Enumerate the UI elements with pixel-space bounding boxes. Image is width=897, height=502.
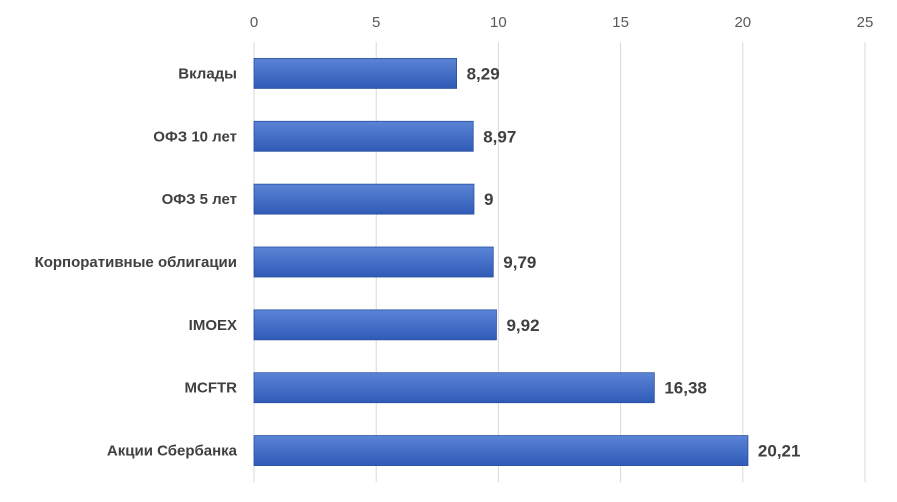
data-label: 9,79 bbox=[503, 253, 536, 272]
x-tick-label: 5 bbox=[372, 14, 380, 31]
bar bbox=[253, 435, 749, 466]
x-tick-label: 15 bbox=[612, 14, 629, 31]
bar bbox=[253, 120, 474, 152]
category-label: Вклады bbox=[178, 65, 237, 82]
data-label: 20,21 bbox=[758, 442, 801, 461]
data-label: 9 bbox=[484, 190, 493, 209]
category-label: MCFTR bbox=[185, 380, 238, 397]
category-label: ОФЗ 5 лет bbox=[162, 191, 237, 208]
data-label: 8,29 bbox=[467, 64, 500, 83]
bar bbox=[253, 372, 655, 404]
category-label: Акции Сбербанка bbox=[107, 443, 238, 460]
category-labels: Вклады ОФЗ 10 лет ОФЗ 5 лет Корпоративные о… bbox=[35, 65, 238, 459]
bar bbox=[253, 309, 497, 341]
x-tick-label: 10 bbox=[490, 14, 507, 31]
category-label: Корпоративные облигации bbox=[35, 254, 237, 271]
category-label: IMOEX bbox=[189, 317, 237, 334]
data-label: 9,92 bbox=[506, 316, 539, 335]
x-tick-label: 0 bbox=[250, 14, 258, 31]
x-axis-ticks: 0 5 10 15 20 25 bbox=[250, 14, 874, 31]
category-label: ОФЗ 10 лет bbox=[153, 128, 237, 145]
bar bbox=[253, 58, 458, 89]
data-label: 16,38 bbox=[664, 379, 707, 398]
x-tick-label: 25 bbox=[857, 14, 874, 31]
gridlines bbox=[253, 42, 866, 482]
bar bbox=[253, 183, 475, 215]
x-tick-label: 20 bbox=[734, 14, 751, 31]
bars bbox=[253, 58, 749, 466]
data-label: 8,97 bbox=[483, 127, 516, 146]
bar bbox=[253, 246, 494, 278]
data-labels: 8,29 8,97 9 9,79 9,92 16,38 20,21 bbox=[467, 64, 801, 460]
